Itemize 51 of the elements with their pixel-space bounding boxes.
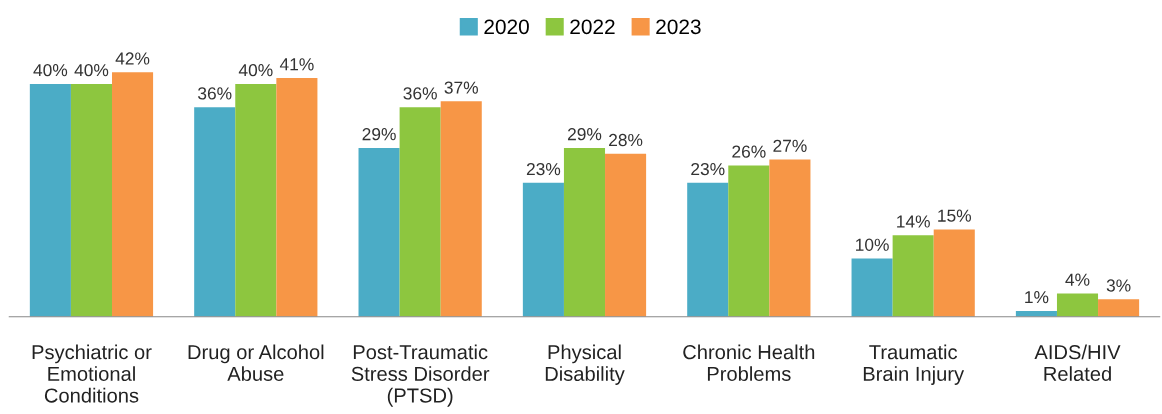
bar — [1098, 299, 1140, 317]
data-label: 15% — [938, 209, 972, 222]
bar — [851, 258, 893, 317]
data-label: 36% — [403, 87, 437, 100]
bar — [687, 182, 729, 317]
data-label: 36% — [198, 87, 232, 100]
bar — [563, 147, 606, 317]
data-label: 26% — [732, 145, 766, 158]
data-label: 41% — [279, 58, 314, 71]
data-label: 29% — [362, 128, 396, 141]
data-label: 28% — [609, 133, 643, 147]
data-label: 10% — [856, 238, 889, 251]
data-label: 23% — [526, 162, 561, 176]
bar — [399, 107, 441, 317]
bar — [522, 182, 564, 317]
bar — [29, 83, 71, 317]
x-tick-label: Physical Disability — [545, 344, 625, 385]
x-tick-label: Post-Traumatic Stress Disorder (PTSD) — [351, 344, 490, 407]
x-tick-label: Drug or Alcohol Abuse — [188, 344, 324, 381]
bar — [728, 165, 770, 317]
x-tick-label: AIDS/HIV Related — [1034, 344, 1121, 381]
data-label: 29% — [567, 128, 602, 141]
bar — [276, 78, 318, 317]
data-label: 14% — [897, 215, 930, 228]
legend-label: 2023 — [656, 19, 701, 35]
data-label: 1% — [1025, 291, 1049, 304]
data-label: 40% — [74, 64, 109, 77]
data-label: 3% — [1106, 279, 1131, 292]
bar — [892, 235, 934, 317]
data-label: 4% — [1065, 273, 1090, 286]
bar — [112, 72, 154, 317]
bar — [358, 147, 400, 317]
data-label: 40% — [33, 64, 68, 77]
x-tick-label: Chronic Health Problems — [683, 344, 815, 381]
data-label: 27% — [773, 139, 807, 152]
data-label: 40% — [238, 64, 273, 77]
data-label: 23% — [691, 162, 725, 176]
bar — [933, 229, 975, 317]
bar — [194, 107, 236, 317]
bar — [70, 83, 113, 317]
x-tick-label: Traumatic Brain Injury — [863, 344, 965, 385]
legend-label: 2022 — [570, 19, 615, 35]
bar — [235, 83, 277, 317]
bar — [605, 153, 647, 317]
bar — [440, 101, 482, 317]
bar — [1056, 293, 1099, 317]
legend-label: 2020 — [484, 19, 529, 35]
data-label: 37% — [444, 81, 478, 94]
x-tick-label: Psychiatric or Emotional Conditions — [32, 344, 152, 403]
bar — [769, 159, 811, 317]
data-label: 42% — [115, 52, 150, 65]
